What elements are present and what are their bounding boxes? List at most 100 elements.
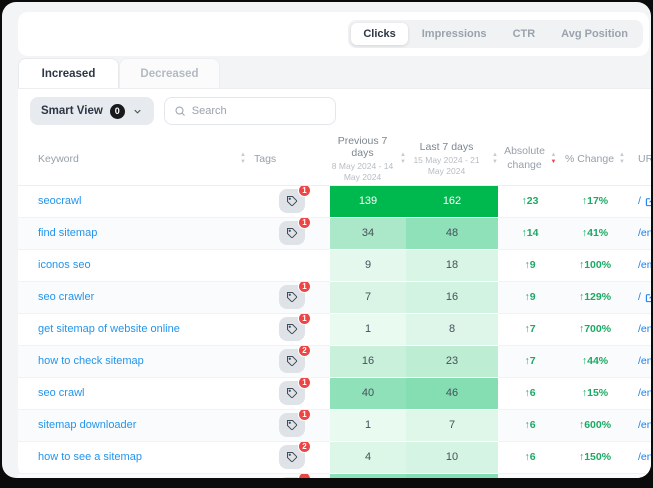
sort-absolute-change-icon[interactable]: ▲ ▼: [550, 152, 557, 166]
tag-count-badge: 2: [298, 345, 311, 357]
keyword-link[interactable]: iconos seo: [38, 259, 91, 271]
tag-count-badge: 1: [298, 409, 311, 421]
tag-icon: [286, 323, 298, 335]
keyword-link[interactable]: seo crawl: [38, 387, 85, 399]
tag-button[interactable]: 1: [279, 377, 311, 405]
last-7-days-cell: 23: [406, 345, 498, 378]
col-header-previous-dates: 8 May 2024 - 14 May 2024: [331, 161, 394, 182]
url-link[interactable]: /en: [638, 323, 651, 335]
url-link[interactable]: /en: [638, 451, 651, 463]
url-link[interactable]: /en: [638, 355, 651, 367]
table-row: [18, 473, 651, 478]
url-text: /en: [638, 355, 651, 367]
pct-change-cell: [562, 473, 628, 478]
pct-change-cell: ↑700%: [562, 313, 628, 346]
chevron-down-icon: [132, 106, 143, 117]
url-link[interactable]: /: [638, 291, 651, 303]
sort-previous-icon[interactable]: ▲ ▼: [400, 152, 406, 166]
previous-7-days-cell: 34: [330, 217, 406, 250]
url-link[interactable]: /en: [638, 419, 651, 431]
keyword-link[interactable]: seo crawler: [38, 291, 95, 303]
table-row: seo crawler 1 7 16 ↑9 ↑129% /: [18, 281, 651, 314]
filters-bar: Smart View 0: [18, 89, 651, 133]
top-toolbar: Clicks Impressions CTR Avg Position: [18, 12, 649, 56]
tag-icon: [286, 419, 298, 431]
keyword-link[interactable]: sitemap downloader: [38, 419, 137, 431]
url-text: /en: [638, 387, 651, 399]
tag-count-badge: 1: [298, 281, 311, 293]
absolute-change-cell: ↑6: [498, 441, 562, 474]
url-text: /: [638, 195, 641, 207]
absolute-change-cell: ↑7: [498, 313, 562, 346]
pct-change-cell: ↑150%: [562, 441, 628, 474]
previous-7-days-cell: 1: [330, 313, 406, 346]
last-7-days-cell: 8: [406, 313, 498, 346]
tab-clicks[interactable]: Clicks: [351, 23, 408, 45]
url-text: /en: [638, 323, 651, 335]
sort-last-icon[interactable]: ▲ ▼: [492, 152, 498, 166]
tab-avg-position[interactable]: Avg Position: [561, 28, 628, 40]
keyword-link[interactable]: seocrawl: [38, 195, 82, 207]
col-header-absolute-change: Absolute change: [504, 145, 545, 171]
keywords-panel: Smart View 0 Keyword: [18, 88, 651, 478]
table-row: seo crawl 1 40 46 ↑6 ↑15% /en: [18, 377, 651, 410]
previous-7-days-cell: 7: [330, 281, 406, 314]
keyword-link[interactable]: how to see a sitemap: [38, 451, 142, 463]
tab-increased[interactable]: Increased: [18, 58, 119, 88]
pct-change-cell: ↑41%: [562, 217, 628, 250]
absolute-change-cell: ↑7: [498, 345, 562, 378]
url-link[interactable]: /em: [638, 259, 651, 271]
smart-view-dropdown[interactable]: Smart View 0: [30, 97, 154, 125]
tag-button[interactable]: 1: [279, 281, 311, 309]
tag-button[interactable]: 1: [279, 217, 311, 245]
tab-decreased[interactable]: Decreased: [119, 58, 220, 88]
sort-pct-change-icon[interactable]: ▲ ▼: [619, 152, 625, 166]
previous-7-days-cell: 9: [330, 249, 406, 282]
tag-button[interactable]: 1: [279, 313, 311, 341]
absolute-change-cell: ↑6: [498, 377, 562, 410]
search-input[interactable]: [191, 105, 326, 117]
url-text: /: [638, 291, 641, 303]
last-7-days-cell: 48: [406, 217, 498, 250]
table-header-row: Keyword ▲ ▼ Tags Previous 7 days 8 May 20…: [18, 133, 651, 186]
col-header-last-dates: 15 May 2024 - 21 May 2024: [413, 155, 480, 176]
url-link[interactable]: /en: [638, 387, 651, 399]
url-text: /en: [638, 419, 651, 431]
table-row: sitemap downloader 1 1 7 ↑6 ↑600% /en: [18, 409, 651, 442]
previous-7-days-cell: 4: [330, 441, 406, 474]
absolute-change-cell: [498, 473, 562, 478]
tag-button[interactable]: 2: [279, 441, 311, 469]
keyword-link[interactable]: get sitemap of website online: [38, 323, 180, 335]
absolute-change-cell: ↑9: [498, 281, 562, 314]
url-link[interactable]: /: [638, 195, 651, 207]
tab-impressions[interactable]: Impressions: [421, 28, 487, 40]
table-row: how to see a sitemap 2 4 10 ↑6 ↑150% /en: [18, 441, 651, 474]
keyword-link[interactable]: find sitemap: [38, 227, 98, 239]
tag-button[interactable]: 1: [279, 185, 311, 213]
col-header-previous: Previous 7 days: [337, 135, 388, 160]
absolute-change-cell: ↑9: [498, 249, 562, 282]
tag-count-badge: 1: [298, 377, 311, 389]
previous-7-days-cell: 139: [330, 185, 406, 218]
tag-count-badge: [298, 473, 311, 478]
url-link[interactable]: /en: [638, 227, 651, 239]
tab-ctr[interactable]: CTR: [512, 28, 536, 40]
sort-keyword-icon[interactable]: ▲ ▼: [240, 152, 246, 166]
pct-change-cell: ↑100%: [562, 249, 628, 282]
tag-button[interactable]: 1: [279, 409, 311, 437]
pct-change-cell: ↑15%: [562, 377, 628, 410]
last-7-days-cell: 7: [406, 409, 498, 442]
smart-view-label: Smart View: [41, 105, 103, 117]
tag-button[interactable]: [279, 473, 311, 478]
last-7-days-cell: 16: [406, 281, 498, 314]
url-text: /en: [638, 451, 651, 463]
last-7-days-cell: 46: [406, 377, 498, 410]
app-window: Clicks Impressions CTR Avg Position Incr…: [2, 2, 651, 478]
last-7-days-cell: [406, 473, 498, 478]
keyword-link[interactable]: how to check sitemap: [38, 355, 144, 367]
tag-button[interactable]: 2: [279, 345, 311, 373]
last-7-days-cell: 18: [406, 249, 498, 282]
col-header-keyword: Keyword: [38, 152, 79, 165]
last-7-days-cell: 162: [406, 185, 498, 218]
previous-7-days-cell: 16: [330, 345, 406, 378]
